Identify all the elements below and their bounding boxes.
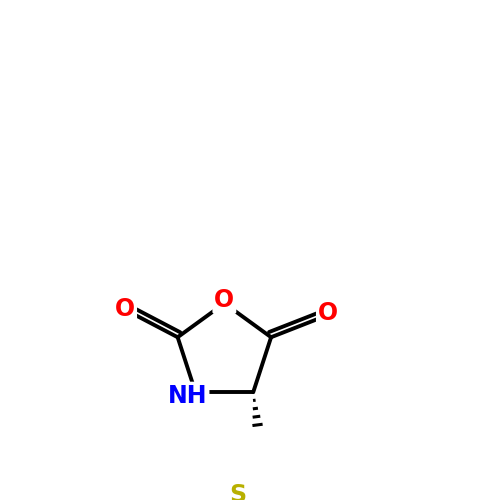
- Text: S: S: [230, 482, 247, 500]
- Text: O: O: [115, 296, 135, 320]
- Text: O: O: [318, 301, 338, 325]
- Text: O: O: [214, 288, 234, 312]
- Text: NH: NH: [168, 384, 207, 407]
